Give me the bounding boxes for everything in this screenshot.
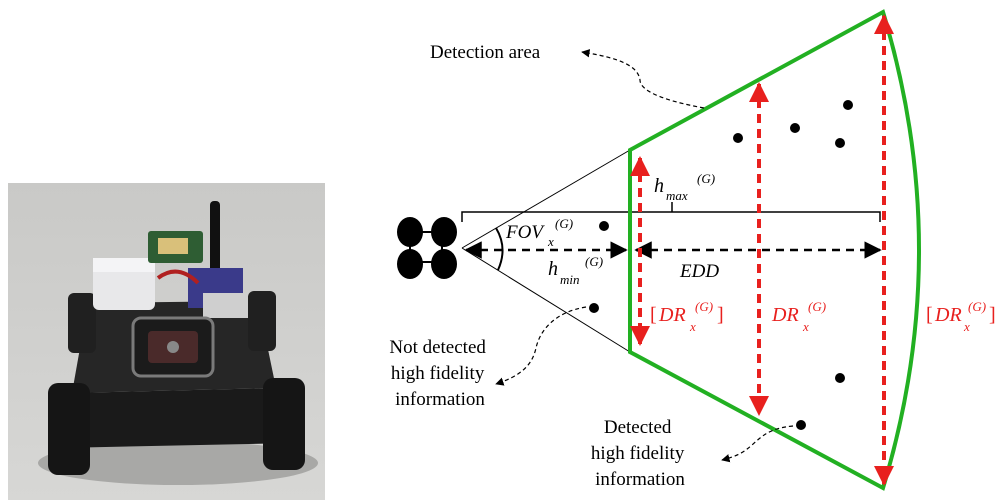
h-max-bracket bbox=[461, 211, 881, 222]
svg-text:min: min bbox=[560, 272, 580, 287]
detected-callout bbox=[721, 425, 794, 463]
not-detected-label: Not detected high fidelity information bbox=[389, 337, 490, 410]
h-max-label: h max (G) bbox=[654, 171, 715, 203]
fov-label: FOV x (G) bbox=[505, 216, 573, 249]
info-point bbox=[790, 123, 800, 133]
svg-text:[: [ bbox=[650, 304, 657, 326]
info-point bbox=[835, 373, 845, 383]
info-point-not-detected bbox=[589, 303, 599, 313]
h-min-label: h min (G) bbox=[548, 254, 603, 287]
svg-text:]: ] bbox=[989, 304, 996, 326]
fov-lower-line bbox=[461, 247, 631, 353]
info-point bbox=[599, 221, 609, 231]
info-point bbox=[843, 100, 853, 110]
svg-text:x: x bbox=[802, 319, 809, 334]
svg-text:DR: DR bbox=[658, 304, 686, 326]
svg-text:x: x bbox=[963, 319, 970, 334]
svg-text:x: x bbox=[547, 234, 554, 249]
svg-text:(G): (G) bbox=[585, 254, 603, 269]
info-point bbox=[835, 138, 845, 148]
svg-text:DR: DR bbox=[934, 304, 962, 326]
robot-icon bbox=[397, 217, 457, 279]
svg-text:DR: DR bbox=[771, 304, 799, 326]
svg-text:FOV: FOV bbox=[505, 222, 545, 243]
information-points bbox=[589, 100, 853, 430]
svg-text:max: max bbox=[666, 188, 688, 203]
svg-text:[: [ bbox=[926, 304, 933, 326]
svg-text:(G): (G) bbox=[695, 299, 713, 314]
svg-text:(G): (G) bbox=[555, 216, 573, 231]
robot-photo bbox=[8, 183, 325, 500]
detection-area-label: Detection area bbox=[430, 42, 541, 63]
info-point-detected bbox=[796, 420, 806, 430]
svg-text:h: h bbox=[654, 175, 664, 197]
svg-text:h: h bbox=[548, 258, 558, 280]
fov-upper-line bbox=[461, 149, 631, 249]
svg-text:x: x bbox=[689, 319, 696, 334]
svg-text:(G): (G) bbox=[968, 299, 986, 314]
robot-photo-drawing bbox=[8, 183, 325, 500]
edd-label: EDD bbox=[679, 261, 719, 282]
dr-near-label: [ DR x (G) ] bbox=[650, 299, 724, 334]
info-point bbox=[733, 133, 743, 143]
svg-text:]: ] bbox=[717, 304, 724, 326]
not-detected-callout bbox=[495, 306, 587, 386]
dr-mid-label: DR x (G) bbox=[771, 299, 826, 334]
detection-area-callout bbox=[581, 49, 705, 109]
svg-text:(G): (G) bbox=[808, 299, 826, 314]
detected-label: Detected high fidelity information bbox=[591, 417, 689, 490]
dr-far-label: [ DR x (G) ] bbox=[926, 299, 996, 334]
svg-text:(G): (G) bbox=[697, 171, 715, 186]
